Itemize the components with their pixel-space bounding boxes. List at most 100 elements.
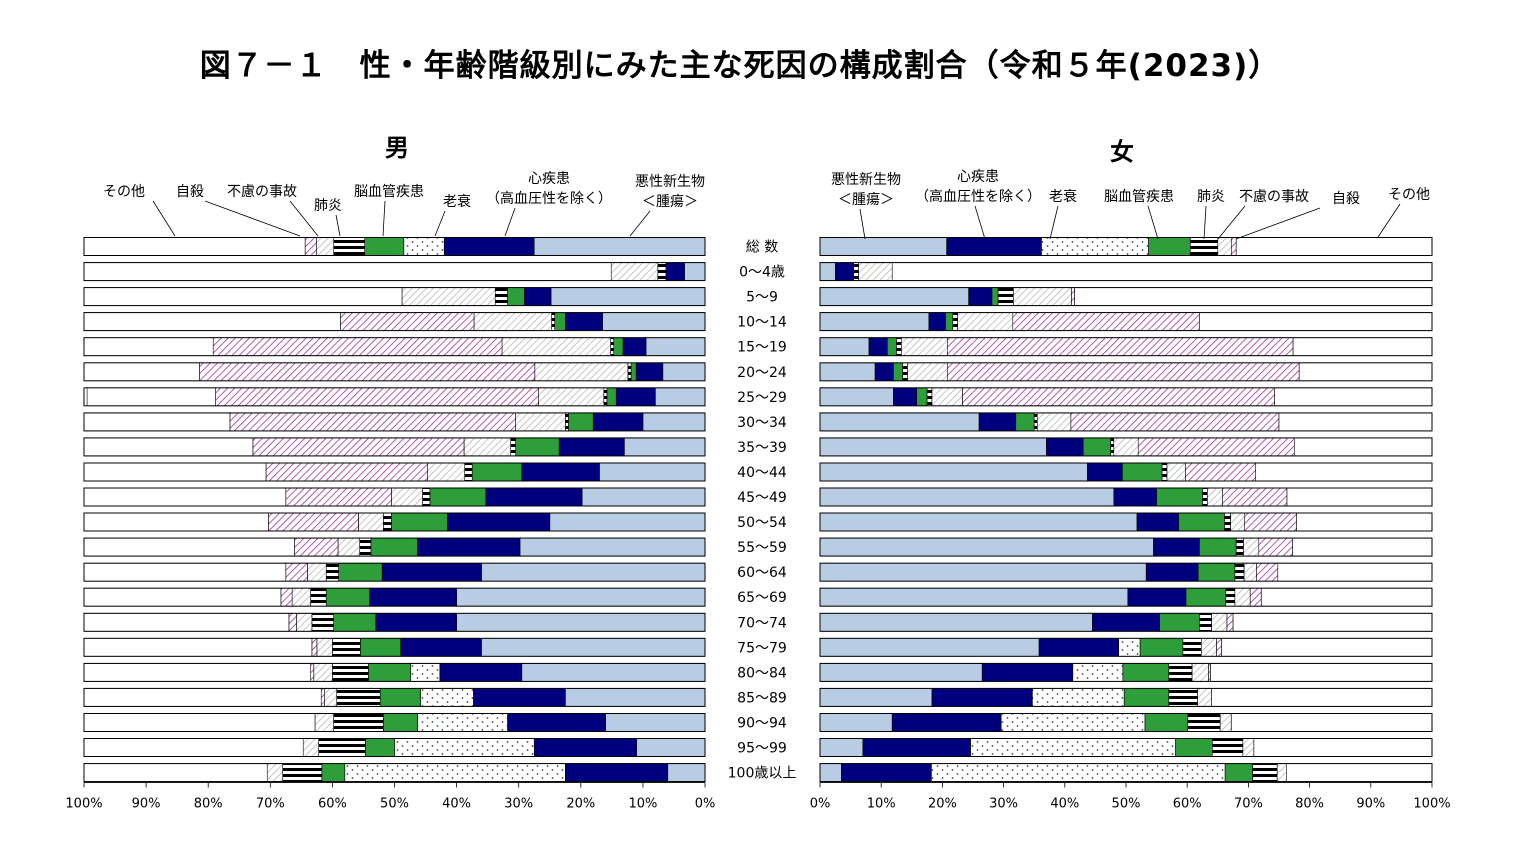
male-bar-other-9 <box>83 462 267 482</box>
female-bar-accident-20 <box>1242 738 1255 757</box>
female-bar-pneumonia-21 <box>1252 763 1278 782</box>
female-bar-outline-8 <box>819 437 1433 457</box>
female-x-axis: 0% 10% 20% 30% 40% 50% 60% 70% 80% 90% 100% <box>810 782 1451 812</box>
female-bar-other-10 <box>1286 487 1433 507</box>
male-bar-suicide-16 <box>311 637 318 657</box>
male-bar-cancer-11 <box>549 512 706 532</box>
female-bar-outline-7 <box>819 412 1433 432</box>
female-cause-leader-pneumonia <box>1203 205 1207 240</box>
male-bar-cancer-12 <box>519 537 706 557</box>
male-bar-suicide-4 <box>212 337 503 357</box>
female-bar-senility-18 <box>1032 688 1125 707</box>
female-bar-outline-15 <box>819 612 1433 632</box>
male-cause-label-suicide: 自殺 <box>176 184 204 200</box>
female-bar-cancer-3 <box>819 312 930 331</box>
male-bar-pneumonia-1 <box>657 262 667 281</box>
female-bar-outline-10 <box>819 487 1433 507</box>
female-bar-accident-8 <box>1113 437 1139 457</box>
female-bar-pneumonia-14 <box>1225 587 1236 607</box>
female-bar-accident-1 <box>858 262 893 281</box>
male-cause-leader-cerebrovascular <box>382 200 386 237</box>
female-bar-accident-11 <box>1230 512 1246 532</box>
male-bar-other-11 <box>83 512 269 532</box>
female-bar-suicide-12 <box>1258 537 1293 557</box>
male-bar-accident-21 <box>266 763 284 782</box>
female-bar-other-8 <box>1294 437 1433 457</box>
male-bar-outline-17 <box>83 662 706 682</box>
female-x-tick-6: 60% <box>1173 797 1202 812</box>
female-bar-pneumonia-4 <box>896 337 902 357</box>
age-group-label-16: 75～79 <box>737 640 787 656</box>
female-bar-accident-15 <box>1211 612 1228 632</box>
female-cause-label-accident: 不慮の事故 <box>1239 189 1309 205</box>
male-bar-pneumonia-20 <box>318 738 366 757</box>
female-bar-accident-5 <box>907 362 948 382</box>
age-group-label-11: 50～54 <box>737 515 787 531</box>
female-bar-outline-21 <box>819 763 1433 783</box>
female-bar-suicide-13 <box>1256 562 1279 582</box>
age-group-labels: 総 数 0～4歳 5～9 10～14 15～19 20～24 25～29 30～34 35～39… <box>728 240 797 782</box>
female-bar-suicide-7 <box>1070 412 1280 432</box>
male-bar-pneumonia-5 <box>627 362 632 382</box>
age-group-label-10: 45～49 <box>737 490 787 506</box>
female-bar-cancer-0 <box>819 237 947 256</box>
female-cause-leader-cerebrovascular <box>1147 205 1159 240</box>
male-bar-accident-16 <box>316 637 333 657</box>
male-cause-leader-suicide <box>204 200 301 237</box>
female-bar-outline-4 <box>819 337 1433 357</box>
female-bar-suicide-0 <box>1231 237 1237 256</box>
female-bar-accident-0 <box>1217 237 1232 256</box>
male-bar-accident-19 <box>314 713 334 732</box>
male-bar-cancer-7 <box>642 412 706 432</box>
female-bar-heart-disease-19 <box>891 713 1002 732</box>
male-bar-outline-10 <box>83 487 706 507</box>
male-bar-heart-disease-13 <box>381 562 482 582</box>
male-bar-outline-9 <box>83 462 706 482</box>
female-bar-pneumonia-11 <box>1224 512 1231 532</box>
female-bar-cerebrovascular-12 <box>1199 537 1237 557</box>
male-bar-pneumonia-3 <box>551 312 555 331</box>
male-bar-cerebrovascular-2 <box>507 287 525 306</box>
male-bar-outline-15 <box>83 612 706 632</box>
female-bar-senility-0 <box>1041 237 1149 256</box>
age-group-label-5: 20～24 <box>737 365 787 381</box>
male-bar-outline-18 <box>83 687 706 707</box>
male-bar-suicide-6 <box>215 387 539 407</box>
male-bar-outline-11 <box>83 512 706 532</box>
male-bar-cerebrovascular-5 <box>630 362 637 382</box>
female-bar-cerebrovascular-3 <box>945 312 954 331</box>
female-bar-outline-6 <box>819 387 1433 407</box>
male-bar-pneumonia-18 <box>336 688 381 707</box>
female-bar-accident-21 <box>1276 763 1287 782</box>
female-x-tick-5: 50% <box>1112 797 1141 812</box>
female-bar-cancer-20 <box>819 738 864 757</box>
male-bar-outline-12 <box>83 537 706 557</box>
male-bar-cancer-1 <box>684 262 706 281</box>
male-bar-cancer-14 <box>456 587 706 607</box>
male-x-tick-8: 20% <box>566 797 595 812</box>
male-bar-cerebrovascular-0 <box>364 237 405 256</box>
female-cause-label-senility: 老衰 <box>1049 188 1077 205</box>
female-bar-accident-4 <box>901 337 948 357</box>
female-bar-cancer-5 <box>819 362 876 382</box>
female-bar-other-19 <box>1231 713 1433 732</box>
male-bar-cancer-2 <box>550 287 706 306</box>
female-bar-pneumonia-5 <box>902 362 908 382</box>
male-bar-pneumonia-6 <box>603 387 608 407</box>
female-bar-outline-17 <box>819 662 1433 682</box>
male-bar-outline-13 <box>83 562 706 582</box>
female-x-tick-4: 40% <box>1050 797 1079 812</box>
female-bar-pneumonia-0 <box>1190 237 1219 256</box>
female-cause-label-pneumonia: 肺炎 <box>1197 189 1225 205</box>
male-bar-cerebrovascular-13 <box>338 562 383 582</box>
female-bar-other-6 <box>1274 387 1433 407</box>
female-bar-cerebrovascular-10 <box>1156 487 1203 507</box>
male-bar-heart-disease-16 <box>400 637 482 657</box>
female-bar-outline-9 <box>819 462 1433 482</box>
female-bar-accident-13 <box>1243 562 1257 582</box>
female-bar-other-2 <box>1074 287 1433 306</box>
male-bar-other-10 <box>83 487 287 507</box>
female-bar-accident-7 <box>1037 412 1072 432</box>
female-bar-cerebrovascular-0 <box>1148 237 1191 256</box>
female-x-tick-10: 100% <box>1413 797 1450 812</box>
